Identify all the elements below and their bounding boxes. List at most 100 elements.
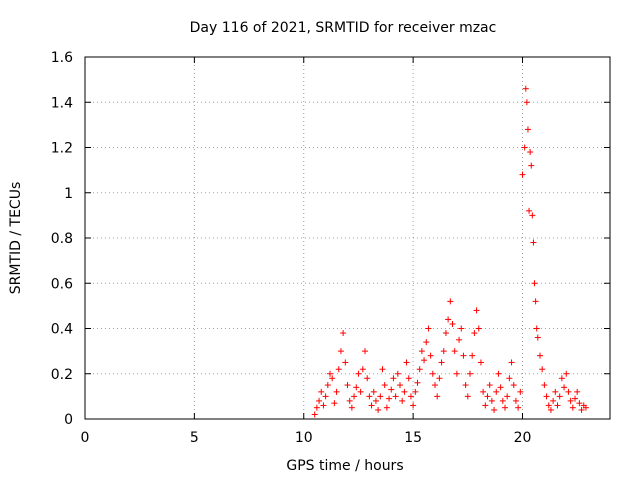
- data-point: [324, 382, 331, 389]
- data-point: [359, 366, 366, 373]
- data-point: [550, 397, 557, 404]
- data-point: [486, 382, 493, 389]
- data-point: [484, 393, 491, 400]
- data-point: [379, 366, 386, 373]
- data-point: [340, 330, 347, 337]
- data-point: [364, 375, 371, 382]
- data-point: [529, 212, 536, 219]
- data-point: [316, 397, 323, 404]
- y-tick-label: 0: [64, 412, 73, 428]
- data-point: [412, 388, 419, 395]
- data-point: [504, 393, 511, 400]
- data-point: [552, 388, 559, 395]
- data-point: [533, 325, 540, 332]
- data-point: [423, 339, 430, 346]
- plot-frame: [84, 56, 611, 420]
- data-point: [436, 375, 443, 382]
- data-point: [477, 359, 484, 366]
- data-point: [399, 397, 406, 404]
- data-point: [530, 239, 537, 246]
- data-point: [401, 388, 408, 395]
- data-point: [318, 388, 325, 395]
- data-point: [362, 348, 368, 355]
- x-axis: 0 5 10 15 20: [81, 57, 532, 446]
- y-tick-label: 1.6: [51, 50, 73, 66]
- data-point: [432, 382, 438, 389]
- data-point: [394, 370, 401, 377]
- data-point: [458, 325, 465, 332]
- data-point: [386, 395, 393, 402]
- data-point: [578, 406, 585, 413]
- data-point: [344, 382, 351, 389]
- data-point: [405, 375, 412, 382]
- y-tick-label: 1.4: [51, 95, 73, 111]
- data-point: [429, 370, 436, 377]
- data-point: [368, 402, 375, 409]
- data-point: [337, 348, 344, 355]
- data-point: [532, 298, 539, 305]
- data-point: [515, 404, 522, 411]
- data-point: [558, 375, 565, 382]
- data-point: [449, 320, 456, 327]
- data-point: [425, 325, 432, 332]
- x-tick-label: 15: [404, 430, 422, 446]
- data-point: [464, 393, 471, 400]
- data-point: [475, 325, 482, 332]
- data-point: [447, 298, 454, 305]
- data-point: [366, 393, 373, 400]
- data-point: [397, 382, 403, 389]
- data-point: [329, 375, 336, 382]
- data-point: [582, 404, 589, 411]
- data-point: [372, 397, 379, 404]
- data-point: [493, 388, 500, 395]
- data-point: [512, 397, 519, 404]
- data-point: [495, 370, 502, 377]
- data-point: [531, 280, 538, 287]
- chart-title: Day 116 of 2021, SRMTID for receiver mza…: [190, 20, 497, 36]
- data-point: [416, 366, 423, 373]
- data-point: [390, 375, 397, 382]
- data-point: [357, 388, 364, 395]
- data-point: [377, 393, 384, 400]
- data-point: [554, 402, 561, 409]
- data-point: [342, 359, 349, 366]
- data-point: [517, 388, 524, 395]
- data-point: [456, 336, 463, 343]
- data-point: [434, 393, 441, 400]
- data-point: [440, 348, 447, 355]
- data-point: [355, 370, 362, 377]
- data-point: [381, 382, 388, 389]
- x-tick-label: 0: [81, 430, 90, 446]
- data-point: [521, 144, 528, 151]
- data-point: [541, 382, 548, 389]
- data-point: [499, 397, 506, 404]
- y-tick-label: 0.2: [51, 367, 73, 383]
- data-point: [482, 402, 489, 409]
- data-point: [524, 126, 531, 133]
- y-tick-label: 0.6: [51, 276, 73, 292]
- data-point: [510, 382, 517, 389]
- data-point: [502, 404, 508, 411]
- data-point: [351, 393, 358, 400]
- data-point: [488, 397, 495, 404]
- data-point: [567, 397, 574, 404]
- data-point: [333, 388, 340, 395]
- data-point: [537, 352, 543, 359]
- data-point: [313, 404, 320, 411]
- data-point: [556, 393, 563, 400]
- data-point: [576, 400, 583, 407]
- data-point: [523, 99, 530, 106]
- data-point: [471, 330, 478, 337]
- y-tick-label: 1.2: [51, 141, 73, 157]
- data-point: [460, 352, 467, 359]
- data-point: [331, 400, 338, 407]
- data-point: [569, 404, 576, 411]
- x-tick-label: 20: [514, 430, 532, 446]
- data-point: [508, 359, 515, 366]
- data-point: [467, 370, 473, 377]
- data-point: [522, 85, 529, 92]
- data-point: [526, 207, 533, 214]
- data-point: [414, 379, 421, 386]
- data-point: [565, 388, 572, 395]
